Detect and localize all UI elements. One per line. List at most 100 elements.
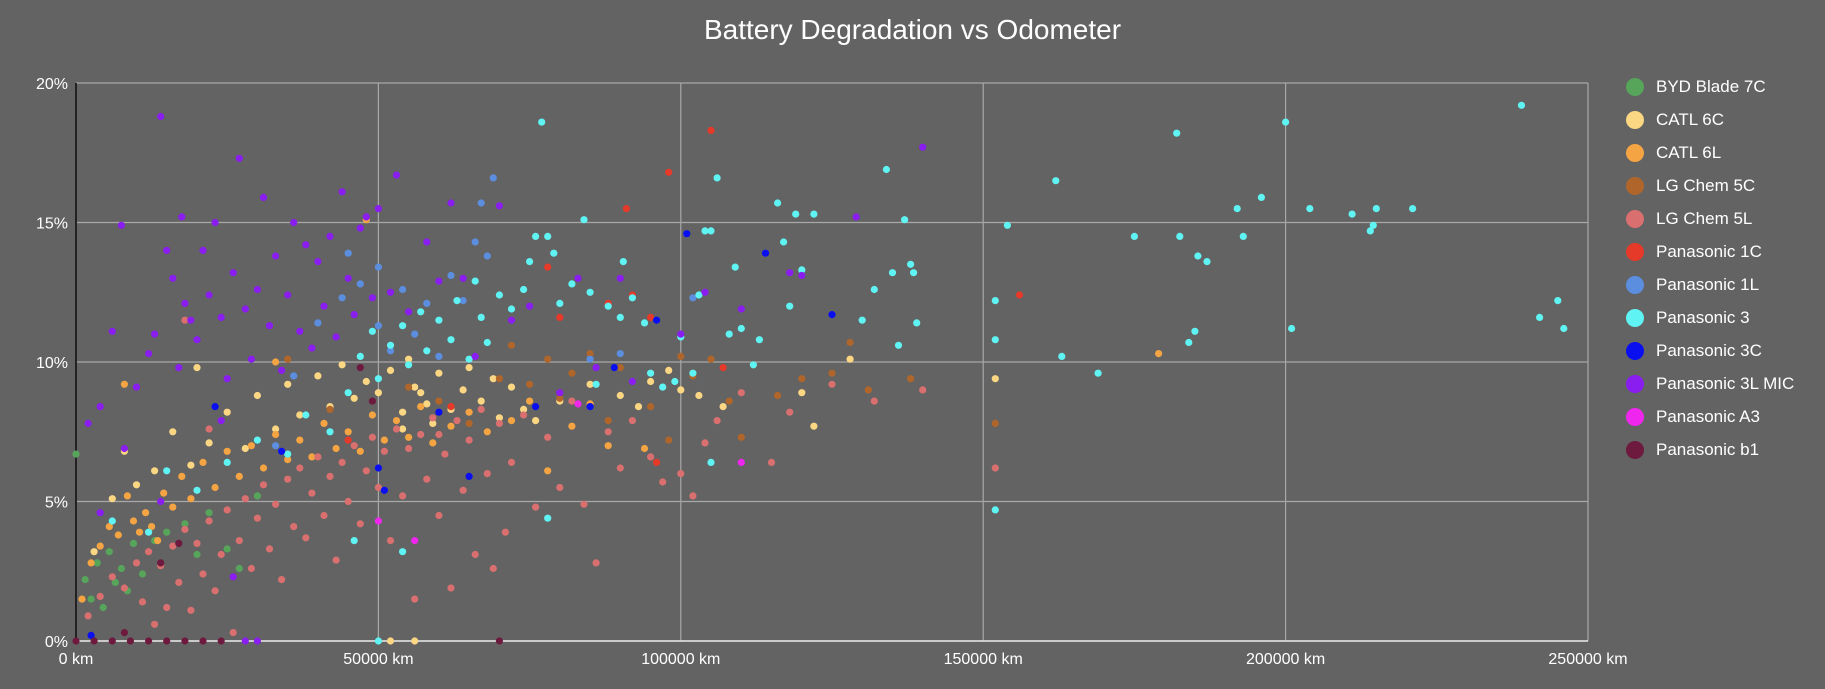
data-point-lg-chem-5c [526, 380, 534, 388]
legend-label: LG Chem 5C [1656, 175, 1756, 195]
data-point-catl-6c [350, 394, 358, 402]
data-point-byd-blade-7c [205, 509, 213, 517]
data-point-panasonic-3 [901, 216, 909, 224]
data-point-panasonic-3 [907, 260, 915, 268]
data-point-panasonic-1l [477, 199, 485, 207]
data-point-lg-chem-5l [507, 458, 516, 466]
data-point-catl-6c [586, 380, 594, 388]
data-point-panasonic-3 [991, 297, 999, 305]
data-point-lg-chem-5l [163, 603, 171, 612]
data-point-catl-6c [108, 495, 116, 503]
data-point-lg-chem-5l [991, 464, 999, 472]
data-point-catl-6l [78, 595, 86, 603]
data-point-panasonic-3 [1185, 338, 1193, 347]
data-point-lg-chem-5c [864, 386, 872, 394]
data-point-lg-chem-5l [290, 523, 298, 531]
data-point-lg-chem-5c [647, 403, 655, 411]
data-point-panasonic-b1 [217, 637, 225, 645]
data-point-lg-chem-5l [386, 537, 395, 545]
data-point-catl-6l [465, 408, 473, 416]
data-point-panasonic-3 [755, 336, 764, 344]
data-point-byd-blade-7c [117, 564, 125, 573]
data-point-panasonic-1l [459, 297, 467, 305]
data-point-panasonic-3l-mic [84, 419, 92, 427]
data-point-lg-chem-5c [568, 369, 576, 377]
data-point-lg-chem-5c [677, 352, 685, 360]
data-point-byd-blade-7c [223, 545, 231, 553]
legend-swatch [1626, 209, 1644, 228]
data-point-lg-chem-5l [259, 481, 268, 489]
data-point-catl-6c [405, 355, 413, 363]
data-point-panasonic-3l-mic [253, 285, 261, 294]
data-point-panasonic-1c [653, 458, 661, 466]
data-point-lg-chem-5l [84, 612, 92, 620]
legend-label: LG Chem 5L [1656, 208, 1753, 228]
data-point-lg-chem-5l [229, 629, 237, 637]
data-point-lg-chem-5l [132, 559, 141, 567]
data-point-panasonic-3l-mic [278, 366, 286, 374]
data-point-lg-chem-5l [737, 389, 745, 397]
legend-label: CATL 6L [1656, 142, 1722, 162]
data-point-panasonic-b1 [72, 637, 80, 645]
x-tick-label: 100000 km [641, 651, 720, 668]
data-point-panasonic-3 [707, 458, 715, 466]
legend-swatch [1626, 275, 1644, 294]
data-point-panasonic-3 [417, 308, 425, 316]
data-point-lg-chem-5c [798, 375, 806, 383]
data-point-byd-blade-7c [99, 603, 107, 612]
data-point-catl-6l [417, 403, 425, 411]
data-point-catl-6l [272, 430, 280, 439]
data-point-byd-blade-7c [81, 576, 89, 584]
data-point-panasonic-3 [689, 369, 697, 377]
data-point-catl-6c [719, 403, 727, 411]
data-point-panasonic-3 [1282, 118, 1290, 126]
data-point-panasonic-3l-mic [151, 330, 159, 338]
data-point-panasonic-3 [1191, 327, 1199, 335]
data-point-panasonic-3 [302, 411, 310, 419]
data-point-lg-chem-5l [616, 464, 624, 472]
data-point-lg-chem-5c [465, 419, 473, 427]
data-point-catl-6l [148, 523, 156, 531]
data-point-catl-6c [423, 400, 431, 408]
data-point-lg-chem-5l [495, 419, 503, 427]
data-point-panasonic-3 [1366, 227, 1374, 235]
data-point-panasonic-3l-mic [701, 288, 709, 296]
data-point-lg-chem-5l [767, 458, 776, 466]
data-point-catl-6l [332, 444, 340, 453]
data-point-lg-chem-5l [326, 472, 334, 480]
data-point-panasonic-3l-mic [435, 277, 443, 285]
legend-item: BYD Blade 7C [1626, 70, 1794, 103]
data-point-panasonic-b1 [175, 539, 183, 548]
legend-label: Panasonic A3 [1656, 406, 1760, 426]
data-point-catl-6c [411, 383, 419, 391]
data-point-panasonic-3 [556, 299, 564, 307]
data-point-panasonic-3 [1554, 297, 1562, 305]
data-point-lg-chem-5l [302, 534, 310, 542]
data-point-lg-chem-5l [435, 511, 443, 520]
data-point-catl-6c [314, 372, 322, 380]
data-point-catl-6l [526, 397, 534, 405]
data-point-panasonic-3l-mic [217, 417, 225, 425]
data-point-catl-6c [374, 389, 382, 397]
legend-swatch [1626, 341, 1644, 360]
data-point-catl-6c [90, 548, 98, 556]
data-point-lg-chem-5l [435, 430, 443, 439]
data-point-lg-chem-5l [247, 564, 255, 573]
data-point-lg-chem-5l [604, 428, 612, 436]
data-point-catl-6c [459, 386, 467, 394]
data-point-panasonic-3 [386, 341, 395, 349]
data-point-lg-chem-5l [320, 511, 328, 520]
data-point-catl-6l [135, 528, 144, 536]
data-point-catl-6c [435, 369, 443, 377]
data-point-panasonic-3 [326, 428, 334, 436]
data-point-panasonic-1l [374, 322, 382, 330]
legend-swatch [1626, 110, 1644, 129]
data-point-lg-chem-5l [120, 584, 128, 592]
data-point-panasonic-1l [447, 271, 455, 280]
data-point-lg-chem-5l [828, 380, 836, 388]
data-point-catl-6c [647, 377, 655, 386]
data-point-catl-6l [123, 492, 131, 500]
data-point-panasonic-3 [453, 297, 461, 305]
data-point-catl-6c [810, 422, 818, 430]
data-point-catl-6c [616, 391, 624, 400]
